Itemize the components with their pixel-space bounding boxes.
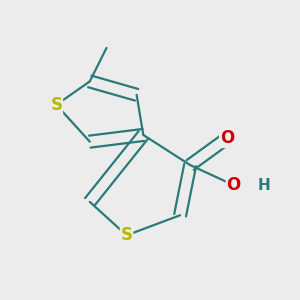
Text: S: S — [121, 226, 133, 244]
Text: O: O — [226, 176, 241, 194]
Text: H: H — [257, 178, 270, 193]
Text: S: S — [50, 96, 62, 114]
Text: O: O — [220, 129, 234, 147]
